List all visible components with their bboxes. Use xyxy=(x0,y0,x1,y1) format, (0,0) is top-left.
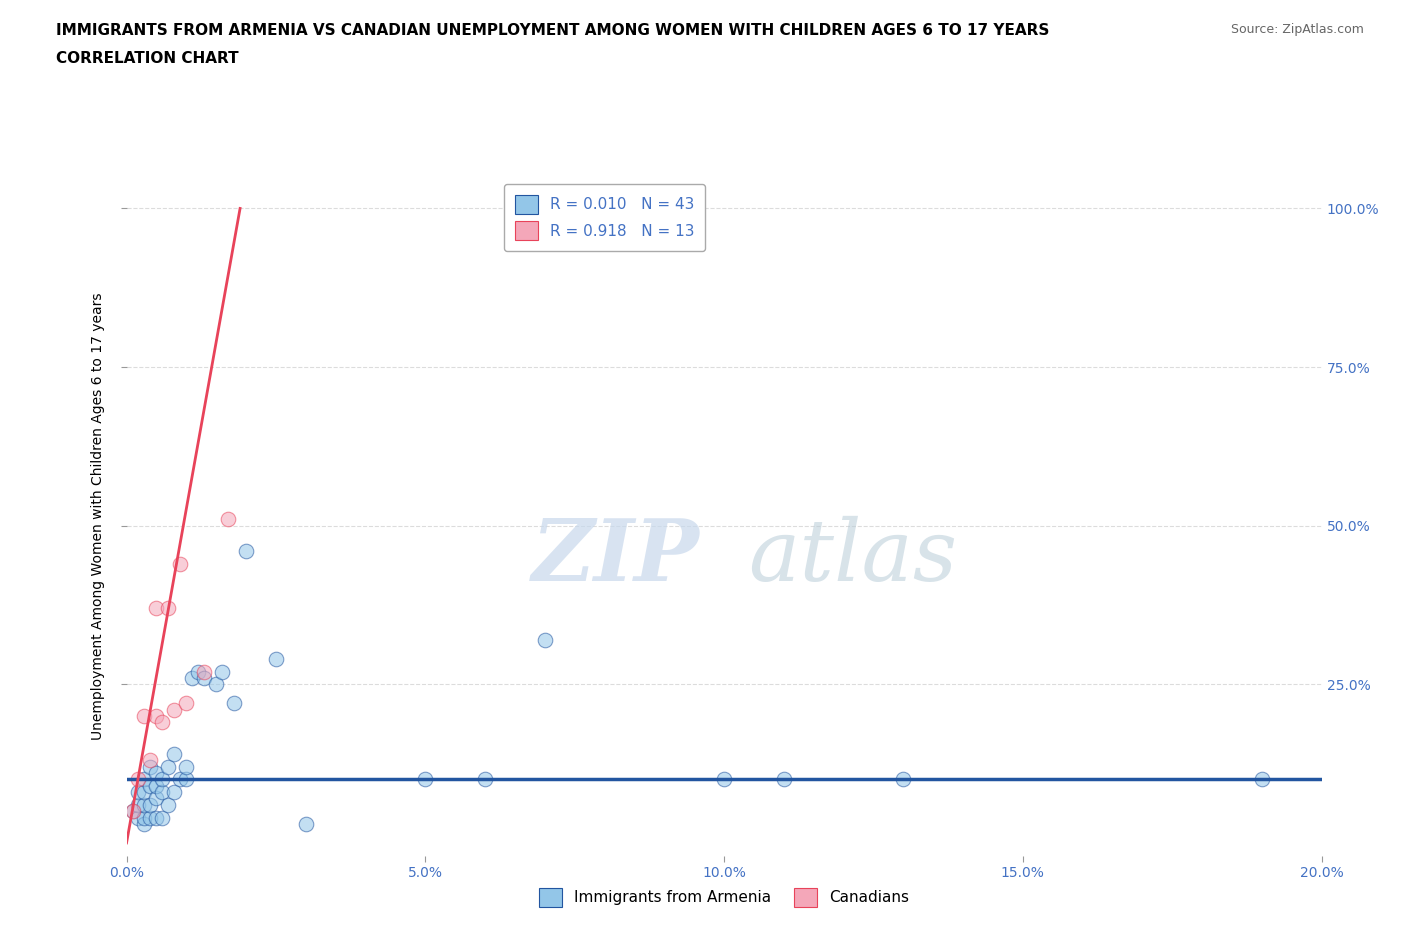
Point xyxy=(145,765,167,780)
Point xyxy=(127,810,149,825)
Text: ZIP: ZIP xyxy=(533,515,700,599)
Point xyxy=(139,778,162,793)
Point xyxy=(205,677,228,692)
Point xyxy=(152,715,174,730)
Point xyxy=(134,810,156,825)
Point xyxy=(163,747,186,762)
Point xyxy=(134,817,156,831)
Point xyxy=(415,772,437,787)
Point xyxy=(773,772,796,787)
Point xyxy=(152,785,174,800)
Point xyxy=(139,753,162,768)
Point xyxy=(134,709,156,724)
Point xyxy=(534,632,557,647)
Point xyxy=(217,512,239,526)
Point xyxy=(127,772,149,787)
Point xyxy=(169,772,191,787)
Point xyxy=(139,759,162,774)
Point xyxy=(193,664,215,679)
Legend: Immigrants from Armenia, Canadians: Immigrants from Armenia, Canadians xyxy=(530,879,918,916)
Point xyxy=(174,696,197,711)
Point xyxy=(145,810,167,825)
Text: atlas: atlas xyxy=(748,515,957,598)
Point xyxy=(134,785,156,800)
Point xyxy=(193,671,215,685)
Point xyxy=(121,804,143,818)
Point xyxy=(174,772,197,787)
Point xyxy=(713,772,735,787)
Text: Source: ZipAtlas.com: Source: ZipAtlas.com xyxy=(1230,23,1364,36)
Point xyxy=(187,664,209,679)
Point xyxy=(264,652,287,667)
Point xyxy=(211,664,233,679)
Point xyxy=(152,810,174,825)
Point xyxy=(127,785,149,800)
Point xyxy=(163,702,186,717)
Point xyxy=(134,772,156,787)
Point xyxy=(157,759,180,774)
Point xyxy=(157,601,180,616)
Point xyxy=(222,696,246,711)
Point xyxy=(152,772,174,787)
Point xyxy=(145,791,167,806)
Text: IMMIGRANTS FROM ARMENIA VS CANADIAN UNEMPLOYMENT AMONG WOMEN WITH CHILDREN AGES : IMMIGRANTS FROM ARMENIA VS CANADIAN UNEM… xyxy=(56,23,1050,38)
Point xyxy=(145,709,167,724)
Point xyxy=(174,759,197,774)
Point xyxy=(157,797,180,812)
Point xyxy=(235,544,257,559)
Point xyxy=(1251,772,1274,787)
Point xyxy=(163,785,186,800)
Point xyxy=(139,810,162,825)
Point xyxy=(139,797,162,812)
Point xyxy=(127,797,149,812)
Point xyxy=(181,671,204,685)
Point xyxy=(145,778,167,793)
Point xyxy=(893,772,915,787)
Point xyxy=(145,601,167,616)
Text: CORRELATION CHART: CORRELATION CHART xyxy=(56,51,239,66)
Point xyxy=(294,817,316,831)
Point xyxy=(134,797,156,812)
Point xyxy=(169,556,191,571)
Point xyxy=(474,772,496,787)
Point xyxy=(121,804,143,818)
Y-axis label: Unemployment Among Women with Children Ages 6 to 17 years: Unemployment Among Women with Children A… xyxy=(91,292,105,740)
